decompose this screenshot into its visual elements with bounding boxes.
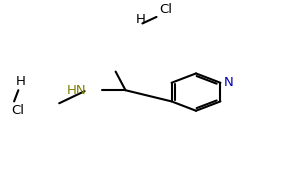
Text: Cl: Cl xyxy=(159,3,172,16)
Text: N: N xyxy=(224,76,234,89)
Text: H: H xyxy=(16,75,25,88)
Text: H: H xyxy=(136,13,146,26)
Text: Cl: Cl xyxy=(11,104,24,117)
Text: HN: HN xyxy=(66,84,86,97)
